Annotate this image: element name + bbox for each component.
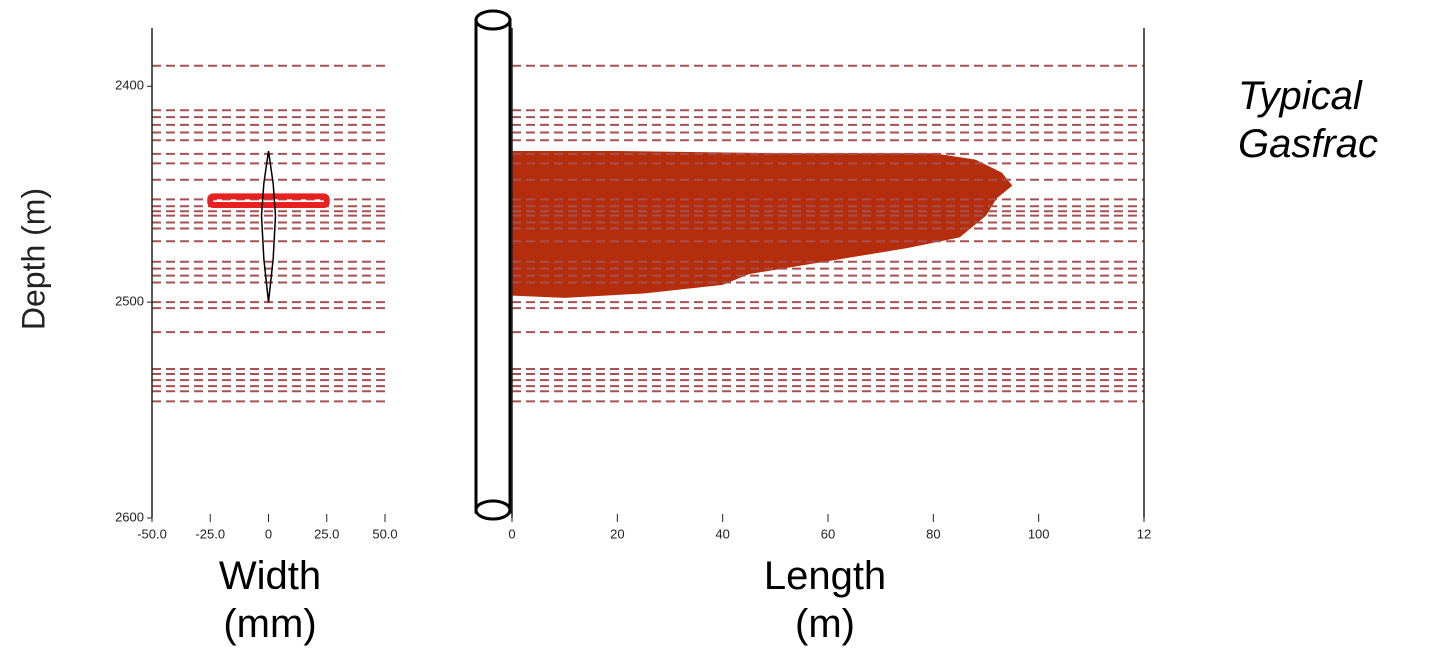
y-tick-label: 2600 [115,509,144,524]
x-tick-label: -50.0 [137,526,167,541]
perforation [207,193,330,209]
panel: 0 20 40 60 80 100 12 [508,28,1151,541]
y-tick-label: 2400 [115,78,144,93]
x-tick-label: 50.0 [372,526,397,541]
x-tick-label: 60 [821,526,835,541]
wellbore [474,9,512,521]
x-axis-title: Width (mm) [218,554,322,646]
x-tick-label: 0 [508,526,515,541]
x-tick-label: 12 [1137,526,1151,541]
x-axis-title: Length (m) [763,554,887,646]
x-tick-label: 80 [926,526,940,541]
x-tick-label: 25.0 [314,526,339,541]
y-tick-label: 2500 [115,294,144,309]
y-axis-title: Depth (m) [15,188,51,330]
fracture [512,151,1013,298]
x-tick-label: 40 [715,526,729,541]
x-tick-label: 20 [610,526,624,541]
x-tick-label: 100 [1028,526,1050,541]
panel: -50.0 -25.0 0 25.0 50.0 2400 2500 2600 [115,28,398,541]
title: Typical Gasfrac [1238,74,1379,166]
x-tick-label: -25.0 [195,526,225,541]
x-tick-label: 0 [265,526,272,541]
width-profile [260,150,277,303]
